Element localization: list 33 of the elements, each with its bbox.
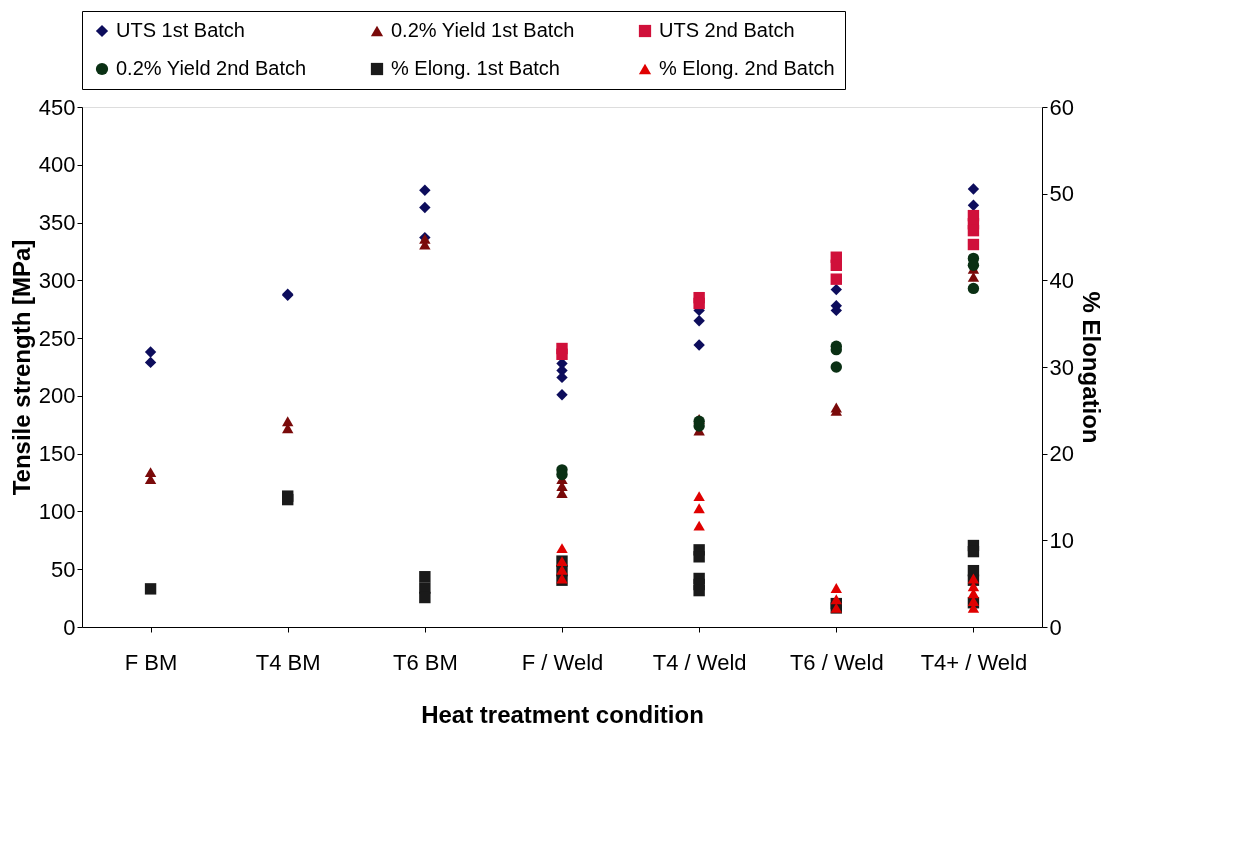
x-tick-label: T4 / Weld xyxy=(652,649,747,675)
x-tick-label: F BM xyxy=(124,649,178,675)
legend-label: % Elong. 1st Batch xyxy=(391,57,560,79)
x-tick-label: T6 / Weld xyxy=(789,649,884,675)
y2-tick-label: 50 xyxy=(1049,181,1074,207)
y-tick-label: 300 xyxy=(38,267,76,293)
y2-tick-label: 40 xyxy=(1049,267,1074,293)
y2-tick-label: 0 xyxy=(1049,614,1062,640)
legend-label: % Elong. 2nd Batch xyxy=(659,57,835,79)
legend-label: UTS 1st Batch xyxy=(116,19,245,41)
y2-tick-label: 10 xyxy=(1049,527,1074,553)
y-tick-label: 250 xyxy=(38,325,76,351)
legend-label: 0.2% Yield 1st Batch xyxy=(391,19,575,41)
y-tick-label: 150 xyxy=(38,441,76,467)
legend-label: UTS 2nd Batch xyxy=(659,19,795,41)
y-axis-title: Tensile strength [MPa] xyxy=(7,239,35,496)
y-tick-label: 450 xyxy=(38,94,76,120)
y-tick-label: 350 xyxy=(38,210,76,236)
y-tick-label: 400 xyxy=(38,152,76,178)
y-tick-label: 0 xyxy=(63,614,76,640)
y-tick-label: 100 xyxy=(38,498,76,524)
y-tick-label: 50 xyxy=(51,556,76,582)
x-tick-label: F / Weld xyxy=(521,649,604,675)
y-tick-label: 200 xyxy=(38,383,76,409)
y2-tick-label: 20 xyxy=(1049,441,1074,467)
x-axis-title: Heat treatment condition xyxy=(421,700,704,728)
y2-axis-title: % Elongation xyxy=(1077,291,1105,444)
legend-label: 0.2% Yield 2nd Batch xyxy=(116,57,307,79)
y2-tick-label: 60 xyxy=(1049,94,1074,120)
x-tick-label: T4+ / Weld xyxy=(920,649,1028,675)
y2-tick-label: 30 xyxy=(1049,354,1074,380)
x-tick-label: T6 BM xyxy=(392,649,458,675)
x-tick-label: T4 BM xyxy=(255,649,321,675)
